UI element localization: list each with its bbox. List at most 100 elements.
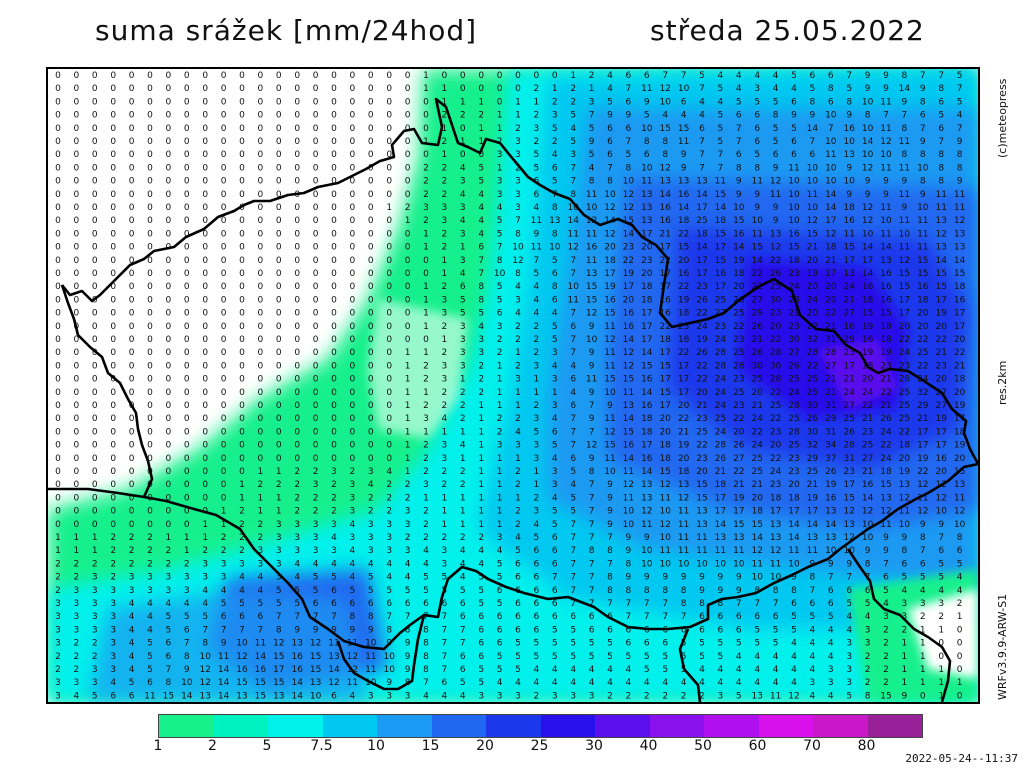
precip-value: 6 — [791, 599, 797, 609]
precip-value: 7 — [589, 507, 595, 517]
precip-value: 4 — [258, 586, 264, 596]
precip-value: 20 — [733, 282, 745, 292]
precip-value: 6 — [626, 639, 632, 649]
precip-value: 0 — [129, 454, 135, 464]
precip-value: 11 — [843, 229, 854, 239]
precip-value: 1 — [460, 507, 466, 517]
precip-value: 1 — [920, 678, 926, 688]
precip-value: 0 — [350, 243, 356, 253]
precip-value: 0 — [258, 375, 264, 385]
precip-value: 4 — [534, 295, 540, 305]
precip-value: 23 — [788, 269, 799, 279]
precip-value: 0 — [166, 493, 172, 503]
precip-value: 3 — [478, 691, 484, 701]
precip-value: 14 — [954, 256, 966, 266]
precip-value: 0 — [276, 401, 282, 411]
precip-value: 11 — [144, 691, 155, 701]
precip-value: 5 — [497, 573, 503, 583]
precip-value: 0 — [55, 454, 61, 464]
precip-value: 5 — [552, 335, 558, 345]
precip-value: 0 — [74, 124, 80, 134]
precip-value: 4 — [773, 665, 779, 675]
precip-value: 4 — [515, 282, 521, 292]
precip-value: 0 — [129, 375, 135, 385]
precip-value: 6 — [570, 375, 576, 385]
precip-value: 24 — [715, 388, 727, 398]
precip-value: 9 — [589, 361, 595, 371]
precip-value: 24 — [807, 295, 819, 305]
precip-value: 4 — [350, 573, 356, 583]
precip-value: 6 — [515, 599, 521, 609]
precip-value: 5 — [846, 84, 852, 94]
precip-value: 2 — [478, 111, 484, 121]
precip-value: 4 — [552, 678, 558, 688]
precip-value: 7 — [681, 612, 687, 622]
precip-value: 17 — [641, 309, 652, 319]
legend-label: 7.5 — [310, 738, 333, 754]
precip-value: 21 — [807, 243, 818, 253]
precip-value: 6 — [644, 71, 650, 81]
precip-value: 4 — [699, 111, 705, 121]
precip-value: 18 — [715, 480, 727, 490]
precip-value: 0 — [350, 163, 356, 173]
precip-value: 28 — [788, 401, 800, 411]
precip-value: 0 — [74, 269, 80, 279]
precip-value: 6 — [460, 652, 466, 662]
precip-value: 4 — [754, 665, 760, 675]
precip-value: 0 — [184, 97, 190, 107]
precip-value: 19 — [807, 493, 819, 503]
legend-swatch — [649, 715, 704, 737]
precip-value: 0 — [313, 97, 319, 107]
precip-value: 16 — [623, 441, 635, 451]
precip-value: 10 — [623, 507, 635, 517]
precip-value: 8 — [920, 150, 926, 160]
precip-value: 0 — [129, 493, 135, 503]
precip-value: 9 — [662, 573, 668, 583]
precip-value: 3 — [589, 691, 595, 701]
precip-value: 0 — [386, 84, 392, 94]
precip-value: 1 — [405, 361, 411, 371]
precip-value: 3 — [313, 520, 319, 530]
precip-value: 2 — [478, 533, 484, 543]
precip-value: 4 — [681, 111, 687, 121]
precip-value: 0 — [258, 177, 264, 187]
precip-value: 0 — [74, 111, 80, 121]
precip-value: 16 — [935, 454, 947, 464]
precip-value: 0 — [331, 401, 337, 411]
precip-value: 0 — [258, 71, 264, 81]
precip-value: 6 — [736, 612, 742, 622]
precip-value: 14 — [935, 256, 947, 266]
precip-value: 2 — [239, 520, 245, 530]
precip-value: 0 — [405, 124, 411, 134]
slovak-border — [846, 548, 952, 702]
precip-value: 27 — [825, 361, 836, 371]
precip-value: 0 — [166, 216, 172, 226]
precip-value: 6 — [626, 71, 632, 81]
precip-value: 4 — [460, 269, 466, 279]
precip-value: 7 — [626, 84, 632, 94]
precip-value: 0 — [239, 163, 245, 173]
precip-value: 0 — [221, 111, 227, 121]
precip-value: 9 — [589, 454, 595, 464]
precip-value: 10 — [659, 97, 671, 107]
precip-value: 1 — [74, 546, 80, 556]
precip-value: 10 — [807, 163, 819, 173]
precip-value: 0 — [110, 282, 116, 292]
precip-value: 0 — [184, 401, 190, 411]
precip-value: 18 — [788, 493, 800, 503]
precip-value: 6 — [570, 612, 576, 622]
precip-value: 0 — [386, 282, 392, 292]
precip-value: 1 — [478, 124, 484, 134]
precip-value: 24 — [751, 441, 763, 451]
precip-value: 0 — [166, 256, 172, 266]
precip-value: 0 — [258, 84, 264, 94]
precip-value: 6 — [478, 612, 484, 622]
precip-value: 26 — [733, 441, 745, 451]
precip-value: 2 — [423, 533, 429, 543]
precip-value: 0 — [184, 493, 190, 503]
precip-value: 2 — [515, 520, 521, 530]
precip-value: 9 — [791, 573, 797, 583]
precip-value: 3 — [350, 507, 356, 517]
precip-value: 0 — [313, 269, 319, 279]
precip-value: 7 — [589, 586, 595, 596]
